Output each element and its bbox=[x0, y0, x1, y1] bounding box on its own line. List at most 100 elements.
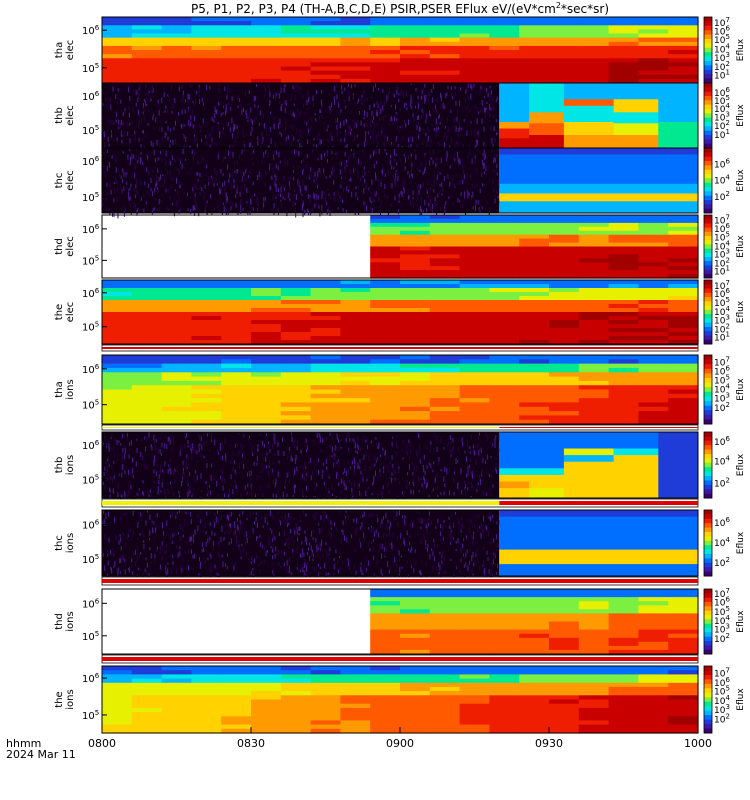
noise-speck bbox=[138, 488, 140, 492]
heatmap-cell bbox=[519, 58, 550, 63]
heatmap-cell bbox=[340, 66, 371, 72]
noise-speck bbox=[119, 571, 121, 575]
colorbar-swatch bbox=[704, 227, 712, 233]
heatmap-cell bbox=[489, 316, 520, 321]
heatmap-cell bbox=[638, 336, 669, 341]
noise-speck bbox=[164, 461, 166, 467]
heatmap-cell bbox=[370, 340, 401, 345]
noise-speck bbox=[485, 167, 487, 172]
noise-speck bbox=[367, 560, 369, 566]
colorbar-swatch bbox=[704, 280, 712, 285]
heatmap-cell bbox=[370, 218, 401, 224]
noise-speck bbox=[481, 468, 483, 475]
colorbar-tick-base: 10 bbox=[714, 63, 726, 73]
heatmap-cell bbox=[251, 355, 282, 360]
noise-speck bbox=[430, 199, 431, 205]
noise-speck bbox=[114, 452, 116, 457]
noise-speck bbox=[418, 518, 420, 522]
heatmap-cell bbox=[608, 367, 639, 373]
noise-speck bbox=[321, 139, 322, 144]
colorbar-tick-label: 106 bbox=[714, 287, 730, 300]
heatmap-cell bbox=[251, 78, 282, 84]
noise-speck bbox=[474, 104, 476, 109]
noise-speck bbox=[118, 473, 120, 476]
noise-speck bbox=[189, 124, 191, 127]
noise-speck bbox=[250, 131, 252, 137]
noise-speck bbox=[351, 534, 353, 539]
noise-speck bbox=[162, 469, 164, 473]
noise-speck bbox=[274, 440, 276, 444]
noise-speck bbox=[350, 177, 351, 181]
noise-speck bbox=[126, 172, 128, 175]
noise-speck bbox=[309, 176, 311, 180]
noise-speck bbox=[498, 445, 500, 451]
noise-speck bbox=[301, 193, 303, 196]
noise-speck bbox=[402, 181, 404, 188]
noise-speck bbox=[471, 195, 473, 198]
noise-speck bbox=[406, 480, 408, 484]
heatmap-cell bbox=[310, 288, 341, 293]
noise-speck bbox=[150, 88, 152, 93]
noise-speck bbox=[225, 104, 227, 109]
heatmap-cell bbox=[578, 308, 610, 313]
noise-speck bbox=[129, 161, 131, 165]
noise-speck bbox=[122, 151, 124, 154]
noise-speck bbox=[382, 489, 384, 496]
noise-speck bbox=[145, 557, 147, 560]
noise-speck bbox=[496, 133, 497, 136]
noise-speck bbox=[113, 565, 115, 569]
heatmap-cell bbox=[459, 33, 490, 39]
noise-speck bbox=[406, 444, 408, 449]
noise-speck bbox=[228, 493, 230, 497]
noise-speck bbox=[408, 464, 410, 470]
noise-speck bbox=[222, 455, 224, 461]
heatmap-cell bbox=[251, 308, 282, 313]
noise-speck bbox=[484, 113, 486, 118]
noise-speck bbox=[275, 493, 277, 499]
noise-speck bbox=[135, 495, 136, 502]
noise-speck bbox=[333, 195, 335, 200]
noise-speck bbox=[215, 517, 217, 521]
noise-speck bbox=[328, 476, 330, 479]
heatmap-cell bbox=[429, 25, 461, 30]
heatmap-cell bbox=[459, 385, 490, 391]
heatmap-cell bbox=[280, 66, 312, 72]
noise-speck bbox=[170, 481, 171, 485]
noise-speck bbox=[192, 567, 194, 573]
noise-speck bbox=[320, 496, 322, 501]
noise-speck bbox=[464, 556, 466, 559]
noise-speck bbox=[410, 200, 412, 206]
noise-speck bbox=[295, 455, 297, 461]
noise-speck bbox=[253, 511, 254, 516]
heatmap-cell bbox=[638, 380, 669, 386]
noise-speck bbox=[337, 127, 339, 133]
noise-speck bbox=[417, 95, 419, 100]
noise-speck bbox=[430, 206, 431, 211]
noise-speck bbox=[223, 127, 224, 130]
heatmap-cell bbox=[370, 380, 401, 386]
noise-speck bbox=[381, 170, 383, 173]
noise-speck bbox=[247, 483, 249, 488]
heatmap-cell bbox=[549, 254, 580, 259]
noise-speck bbox=[143, 103, 144, 109]
noise-speck bbox=[139, 114, 141, 118]
noise-speck bbox=[440, 538, 441, 542]
noise-speck bbox=[438, 572, 440, 575]
noise-speck bbox=[404, 156, 406, 163]
noise-speck bbox=[217, 518, 219, 523]
heatmap-cell bbox=[519, 218, 550, 224]
heatmap-cell bbox=[251, 70, 282, 76]
noise-speck bbox=[471, 183, 473, 187]
colorbar-swatch bbox=[704, 156, 712, 162]
noise-speck bbox=[344, 163, 346, 169]
noise-speck bbox=[348, 170, 350, 174]
colorbar-tick-base: 10 bbox=[714, 177, 726, 187]
heatmap-cell bbox=[370, 242, 401, 248]
noise-speck bbox=[144, 568, 146, 572]
noise-speck bbox=[439, 190, 441, 195]
noise-speck bbox=[367, 514, 369, 519]
noise-speck bbox=[149, 530, 151, 536]
heatmap-cell bbox=[519, 266, 550, 271]
heatmap-cell bbox=[608, 340, 639, 345]
noise-speck bbox=[323, 481, 325, 486]
